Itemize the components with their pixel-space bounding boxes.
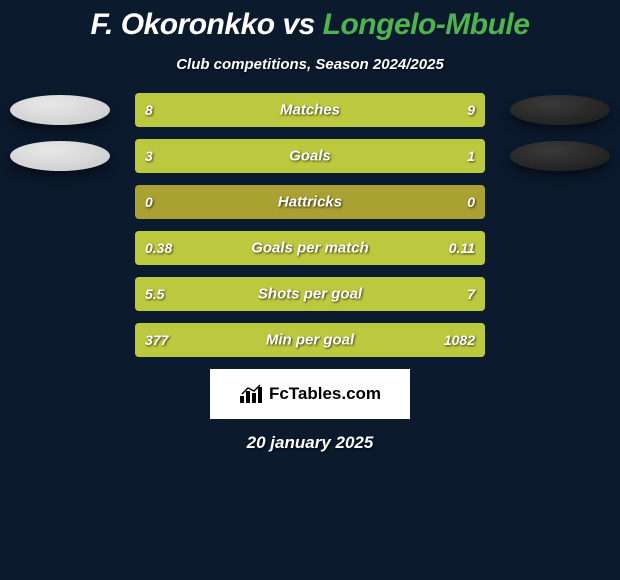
stat-value-left: 8 bbox=[145, 102, 153, 118]
stat-label: Matches bbox=[280, 102, 340, 119]
stat-value-right: 0.11 bbox=[449, 240, 475, 256]
team-crest-left bbox=[10, 95, 110, 125]
stats-chart: 8 9 Matches 3 1 Goals 0 0 Hattricks 0.38 0.11 Goals… bbox=[0, 93, 620, 357]
stat-label: Goals bbox=[289, 148, 331, 165]
date-label: 20 january 2025 bbox=[0, 433, 620, 453]
stat-row: 0.38 0.11 Goals per match bbox=[10, 231, 610, 265]
team-crest-right bbox=[510, 95, 610, 125]
stat-label: Goals per match bbox=[251, 240, 369, 257]
stat-value-right: 0 bbox=[467, 194, 475, 210]
stat-value-right: 7 bbox=[467, 286, 475, 302]
team-crest-right bbox=[510, 141, 610, 171]
fctables-logo: FcTables.com bbox=[210, 369, 410, 419]
subtitle: Club competitions, Season 2024/2025 bbox=[0, 56, 620, 73]
stat-value-left: 0 bbox=[145, 194, 153, 210]
stat-bar-track: 8 9 Matches bbox=[135, 93, 485, 127]
page-title: F. Okoronkko vs Longelo-Mbule bbox=[0, 8, 620, 42]
stat-value-right: 1 bbox=[467, 148, 475, 164]
stat-label: Hattricks bbox=[278, 194, 342, 211]
comparison-card: F. Okoronkko vs Longelo-Mbule Club compe… bbox=[0, 0, 620, 453]
team-crest-left bbox=[10, 141, 110, 171]
chart-icon bbox=[239, 384, 263, 404]
stat-row: 8 9 Matches bbox=[10, 93, 610, 127]
player2-name: Longelo-Mbule bbox=[323, 8, 530, 41]
stat-bar-track: 0 0 Hattricks bbox=[135, 185, 485, 219]
stat-row: 3 1 Goals bbox=[10, 139, 610, 173]
stat-value-left: 0.38 bbox=[145, 240, 172, 256]
stat-row: 0 0 Hattricks bbox=[10, 185, 610, 219]
player1-name: F. Okoronkko bbox=[91, 8, 275, 41]
logo-text: FcTables.com bbox=[269, 384, 381, 404]
stat-bar-track: 0.38 0.11 Goals per match bbox=[135, 231, 485, 265]
stat-bar-track: 3 1 Goals bbox=[135, 139, 485, 173]
stat-value-right: 1082 bbox=[444, 332, 475, 348]
stat-value-left: 5.5 bbox=[145, 286, 164, 302]
stat-row: 377 1082 Min per goal bbox=[10, 323, 610, 357]
stat-value-left: 3 bbox=[145, 148, 153, 164]
stat-bar-left bbox=[135, 139, 398, 173]
stat-bar-track: 5.5 7 Shots per goal bbox=[135, 277, 485, 311]
stat-label: Min per goal bbox=[266, 332, 354, 349]
stat-bar-left bbox=[135, 93, 300, 127]
stat-label: Shots per goal bbox=[258, 286, 362, 303]
stat-bar-track: 377 1082 Min per goal bbox=[135, 323, 485, 357]
vs-label: vs bbox=[282, 8, 314, 41]
stat-value-right: 9 bbox=[467, 102, 475, 118]
stat-row: 5.5 7 Shots per goal bbox=[10, 277, 610, 311]
stat-value-left: 377 bbox=[145, 332, 168, 348]
